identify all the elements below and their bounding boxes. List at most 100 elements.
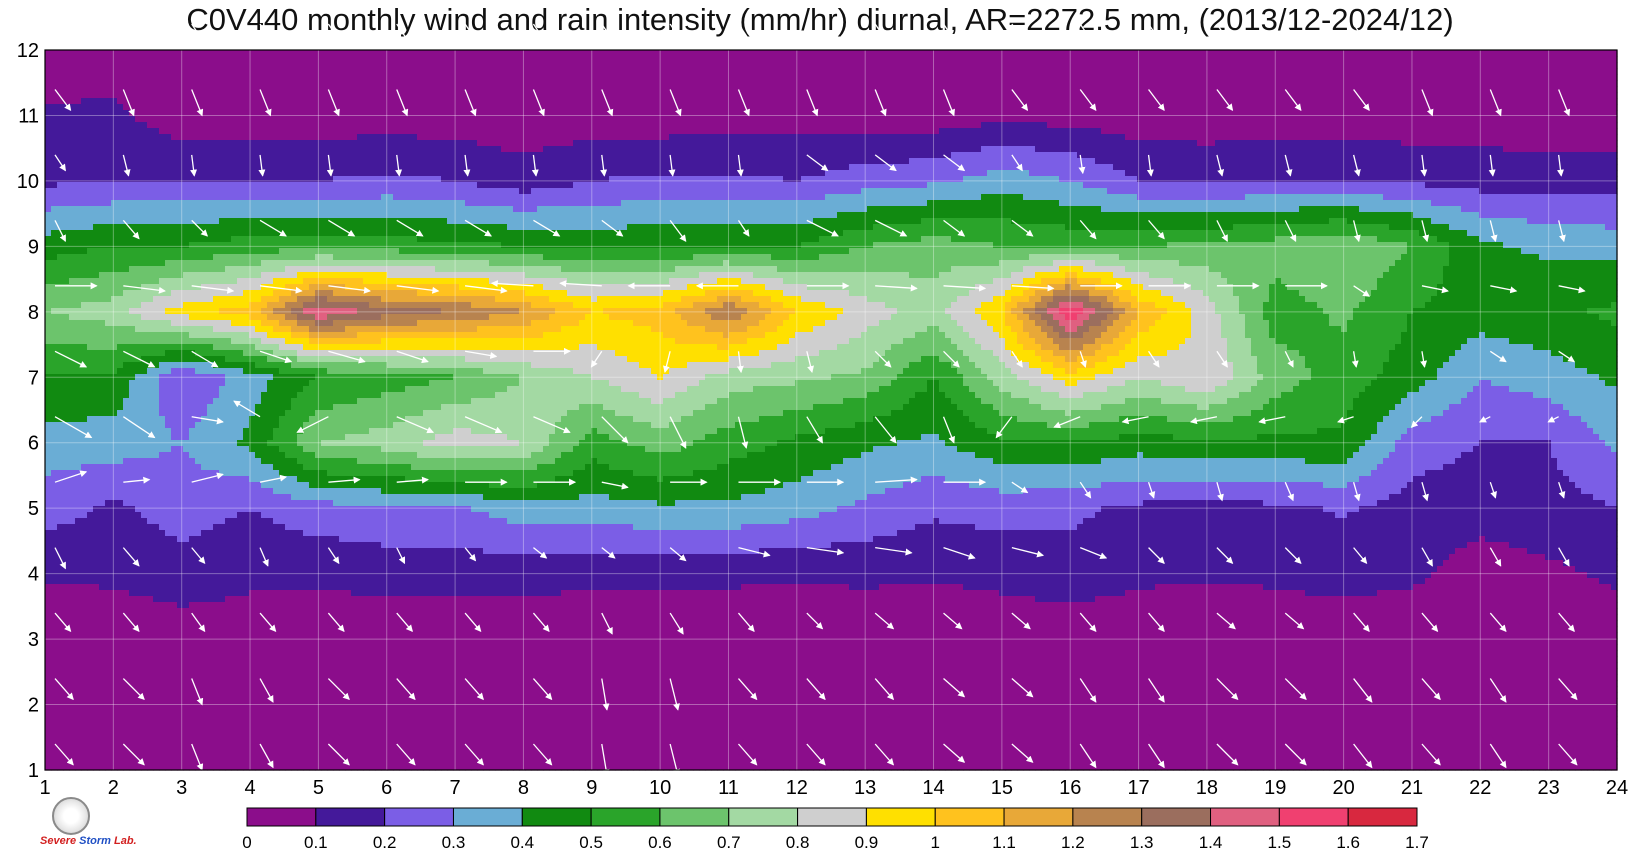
heat-cell bbox=[99, 206, 106, 213]
heat-cell bbox=[69, 122, 76, 129]
heat-cell bbox=[213, 218, 220, 225]
heat-cell bbox=[123, 146, 130, 153]
heat-cell bbox=[177, 188, 184, 195]
heat-cell bbox=[51, 212, 58, 219]
heat-cell bbox=[159, 242, 166, 249]
heat-cell bbox=[255, 80, 262, 87]
heat-cell bbox=[189, 62, 196, 69]
heat-cell bbox=[201, 446, 208, 453]
heat-cell bbox=[177, 758, 184, 765]
heat-cell bbox=[93, 632, 100, 639]
heat-cell bbox=[99, 614, 106, 621]
heat-cell bbox=[231, 374, 238, 381]
heat-cell bbox=[99, 494, 106, 501]
heat-cell bbox=[165, 668, 172, 675]
heat-cell bbox=[267, 560, 274, 567]
heat-cell bbox=[81, 152, 88, 159]
heat-cell bbox=[207, 680, 214, 687]
heat-cell bbox=[105, 524, 112, 531]
heat-cell bbox=[261, 140, 268, 147]
heat-cell bbox=[171, 254, 178, 261]
heat-cell bbox=[63, 260, 70, 267]
heat-cell bbox=[231, 50, 238, 57]
heat-cell bbox=[141, 512, 148, 519]
heat-cell bbox=[63, 668, 70, 675]
heat-cell bbox=[237, 152, 244, 159]
heat-cell bbox=[243, 632, 250, 639]
heat-cell bbox=[255, 104, 262, 111]
heat-cell bbox=[81, 542, 88, 549]
heat-cell bbox=[183, 752, 190, 759]
heat-cell bbox=[135, 350, 142, 357]
heat-cell bbox=[267, 266, 274, 273]
heat-cell bbox=[45, 320, 52, 327]
heat-cell bbox=[51, 302, 58, 309]
heat-cell bbox=[273, 146, 280, 153]
heat-cell bbox=[87, 608, 94, 615]
heat-cell bbox=[237, 410, 244, 417]
heat-cell bbox=[261, 458, 268, 465]
heat-cell bbox=[153, 398, 160, 405]
heat-cell bbox=[201, 440, 208, 447]
heat-cell bbox=[87, 170, 94, 177]
heat-cell bbox=[219, 188, 226, 195]
heat-cell bbox=[273, 410, 280, 417]
heat-cell bbox=[285, 320, 292, 327]
heat-cell bbox=[99, 344, 106, 351]
heat-cell bbox=[45, 596, 52, 603]
heat-cell bbox=[99, 374, 106, 381]
heat-cell bbox=[171, 314, 178, 321]
heat-cell bbox=[159, 50, 166, 57]
heat-cell bbox=[189, 80, 196, 87]
heat-cell bbox=[249, 458, 256, 465]
heat-cell bbox=[285, 272, 292, 279]
heat-cell bbox=[69, 614, 76, 621]
heat-cell bbox=[111, 704, 118, 711]
heat-cell bbox=[159, 554, 166, 561]
heat-cell bbox=[291, 470, 298, 477]
heat-cell bbox=[165, 254, 172, 261]
heat-cell bbox=[75, 746, 82, 753]
heat-cell bbox=[51, 698, 58, 705]
heat-cell bbox=[147, 128, 154, 135]
heat-cell bbox=[249, 374, 256, 381]
heat-cell bbox=[285, 146, 292, 153]
heat-cell bbox=[195, 512, 202, 519]
heat-cell bbox=[243, 572, 250, 579]
heat-cell bbox=[153, 164, 160, 171]
heat-cell bbox=[69, 362, 76, 369]
heat-cell bbox=[231, 686, 238, 693]
heat-cell bbox=[165, 140, 172, 147]
heat-cell bbox=[105, 224, 112, 231]
heat-cell bbox=[171, 452, 178, 459]
heat-cell bbox=[87, 134, 94, 141]
heat-cell bbox=[201, 278, 208, 285]
heat-cell bbox=[99, 236, 106, 243]
heat-cell bbox=[237, 446, 244, 453]
heat-cell bbox=[81, 596, 88, 603]
heat-cell bbox=[129, 146, 136, 153]
heat-cell bbox=[285, 140, 292, 147]
heat-cell bbox=[81, 194, 88, 201]
heat-cell bbox=[201, 536, 208, 543]
heat-cell bbox=[117, 386, 124, 393]
heat-cell bbox=[135, 596, 142, 603]
heat-cell bbox=[243, 320, 250, 327]
heat-cell bbox=[57, 410, 64, 417]
heat-cell bbox=[153, 560, 160, 567]
heat-cell bbox=[153, 308, 160, 315]
heat-cell bbox=[213, 578, 220, 585]
heat-cell bbox=[231, 530, 238, 537]
heat-cell bbox=[135, 668, 142, 675]
heat-cell bbox=[129, 290, 136, 297]
heat-cell bbox=[81, 236, 88, 243]
heat-cell bbox=[153, 224, 160, 231]
heat-cell bbox=[195, 488, 202, 495]
heat-cell bbox=[147, 734, 154, 741]
heat-cell bbox=[81, 530, 88, 537]
heat-cell bbox=[285, 80, 292, 87]
heat-cell bbox=[93, 122, 100, 129]
heat-cell bbox=[177, 218, 184, 225]
heat-cell bbox=[69, 314, 76, 321]
heat-cell bbox=[93, 206, 100, 213]
